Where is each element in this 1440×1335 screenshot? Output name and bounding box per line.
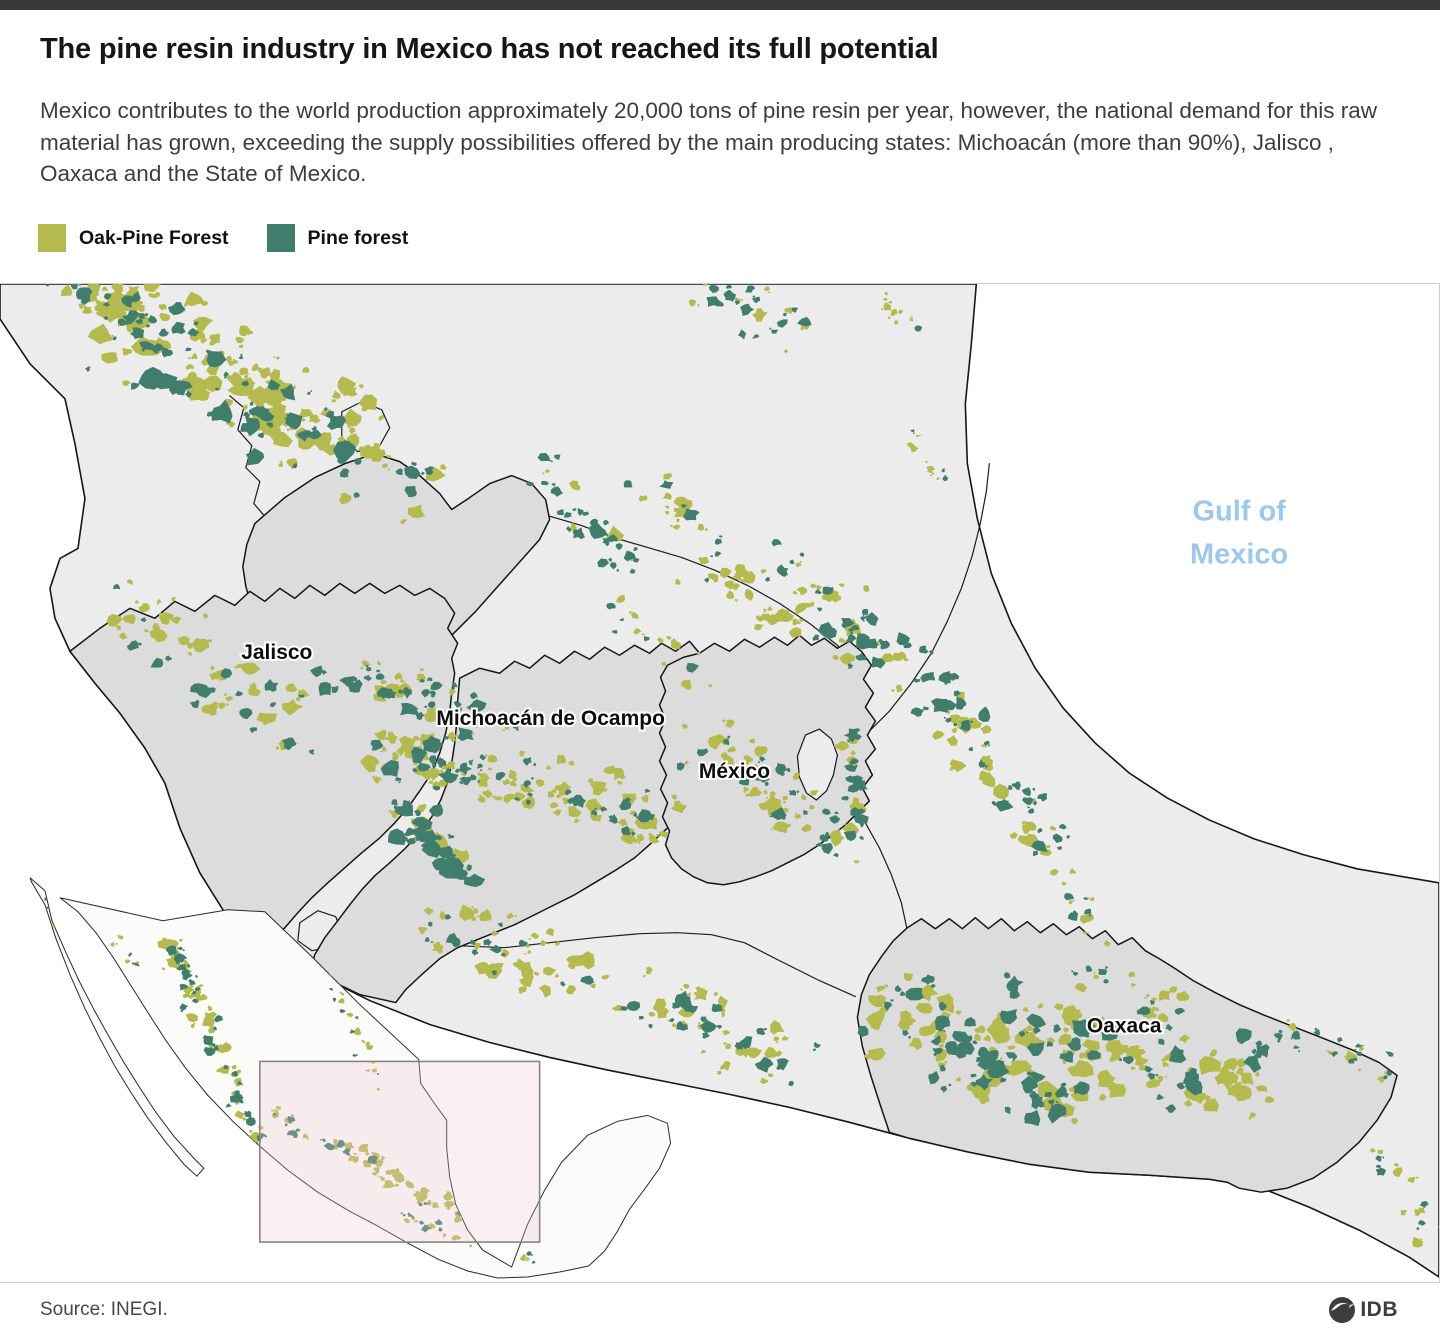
inset-map: [29, 877, 672, 1279]
michoacan-label: Michoacán de Ocampo: [436, 707, 665, 730]
idb-logo-mark: [1329, 1296, 1356, 1323]
mexico-state-label: México: [699, 760, 770, 783]
map-labels: Gulf of Mexico Jalisco Michoacán de Ocam…: [239, 496, 1288, 1040]
oak-pine-forest-label: Oak-Pine Forest: [79, 226, 229, 249]
inset-forest-patches: [41, 897, 536, 1264]
oak-pine-forest-swatch: [38, 224, 66, 252]
highlighted-states: [69, 452, 1398, 1193]
map: Gulf of Mexico Jalisco Michoacán de Ocam…: [0, 283, 1440, 1283]
border-hidalgo-veracruz: [864, 463, 990, 736]
idb-logo: IDB: [1328, 1296, 1398, 1324]
pine-forest-swatch: [266, 224, 295, 252]
legend-item-oak-pine-forest: Oak-Pine Forest: [38, 224, 229, 252]
jalisco-label: Jalisco: [241, 641, 312, 664]
footer: Source: INEGI. IDB: [0, 1284, 1440, 1335]
legend: Oak-Pine Forest Pine forest: [38, 224, 408, 252]
pine-forest-label: Pine forest: [307, 226, 409, 249]
oaxaca-label: Oaxaca: [1087, 1015, 1162, 1038]
state-mexico-city: [796, 728, 839, 801]
border-puebla-west: [864, 822, 908, 932]
legend-item-pine-forest: Pine forest: [266, 224, 409, 252]
state-michoacan: [309, 640, 706, 1004]
inset-extent-rectangle: [259, 1060, 541, 1243]
mexico-forest-map: Gulf of Mexico Jalisco Michoacán de Ocam…: [0, 284, 1439, 1282]
gulf-of-mexico-label-line1: Gulf of: [1192, 496, 1286, 528]
forest-patches: [45, 284, 1439, 1248]
page-subtitle: Mexico contributes to the world producti…: [40, 98, 1378, 186]
source-note: Source: INEGI.: [40, 1298, 168, 1320]
idb-logo-text: IDB: [1360, 1297, 1398, 1321]
gulf-of-mexico-label-line2: Mexico: [1190, 538, 1288, 570]
top-accent-bar: [0, 0, 1440, 10]
border-guerrero-north: [457, 932, 857, 998]
page-title: The pine resin industry in Mexico has no…: [40, 33, 939, 65]
